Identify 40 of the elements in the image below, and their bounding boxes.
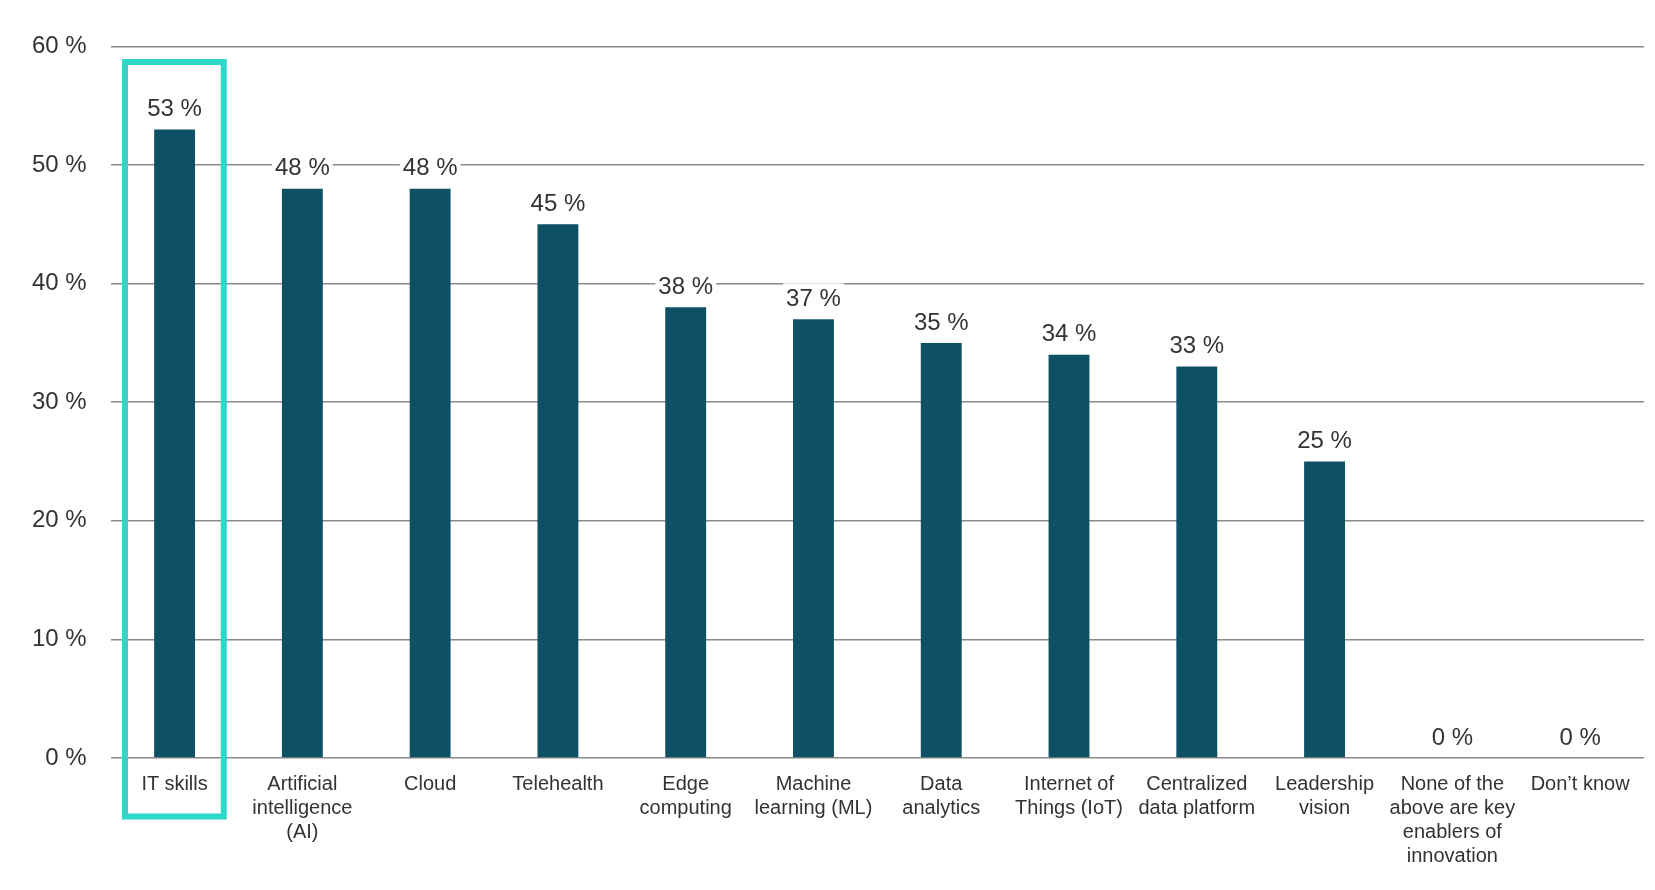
y-tick-label: 60 % bbox=[32, 31, 87, 59]
x-tick-label: Artificial intelligence (AI) bbox=[252, 771, 353, 842]
bar bbox=[920, 342, 962, 758]
x-tick-label: Data analytics bbox=[902, 771, 981, 818]
bar bbox=[409, 188, 451, 758]
x-tick-label: Cloud bbox=[404, 771, 457, 794]
bar bbox=[793, 319, 834, 758]
data-label: 37 % bbox=[786, 283, 841, 311]
data-label: 53 % bbox=[147, 94, 202, 122]
bar bbox=[1176, 366, 1218, 758]
data-label: 25 % bbox=[1297, 426, 1352, 454]
y-tick-label: 30 % bbox=[32, 386, 87, 414]
data-label: 0 % bbox=[1559, 722, 1601, 750]
x-tick-label: Centralized data platform bbox=[1138, 771, 1256, 818]
bar bbox=[537, 224, 579, 758]
y-tick-label: 50 % bbox=[32, 149, 87, 177]
x-tick-label: Leadership vision bbox=[1275, 771, 1375, 818]
x-tick-label: Machine learning (ML) bbox=[754, 771, 873, 818]
x-tick-label: None of the above are key enablers of innovation bbox=[1389, 771, 1516, 866]
data-label: 38 % bbox=[658, 271, 714, 299]
x-tick-label: Telehealth bbox=[512, 771, 604, 794]
data-label: 48 % bbox=[402, 153, 458, 181]
y-tick-label: 20 % bbox=[32, 505, 87, 533]
y-tick-label: 10 % bbox=[32, 624, 87, 652]
bar bbox=[1304, 461, 1346, 758]
x-tick-label: Edge computing bbox=[639, 771, 732, 818]
x-tick-label: IT skills bbox=[141, 771, 208, 794]
data-label: 45 % bbox=[530, 188, 586, 216]
bar bbox=[281, 188, 323, 758]
bar bbox=[1048, 354, 1090, 758]
data-label: 33 % bbox=[1169, 331, 1225, 359]
bar bbox=[665, 307, 707, 758]
data-label: 35 % bbox=[913, 307, 969, 335]
x-tick-label: Don’t know bbox=[1530, 771, 1631, 794]
data-label: 48 % bbox=[275, 153, 330, 181]
y-tick-label: 0 % bbox=[45, 742, 87, 770]
data-label: 34 % bbox=[1041, 319, 1097, 347]
y-tick-label: 40 % bbox=[32, 268, 87, 296]
data-label: 0 % bbox=[1431, 722, 1474, 750]
x-tick-label: Internet of Things (IoT) bbox=[1015, 771, 1123, 818]
